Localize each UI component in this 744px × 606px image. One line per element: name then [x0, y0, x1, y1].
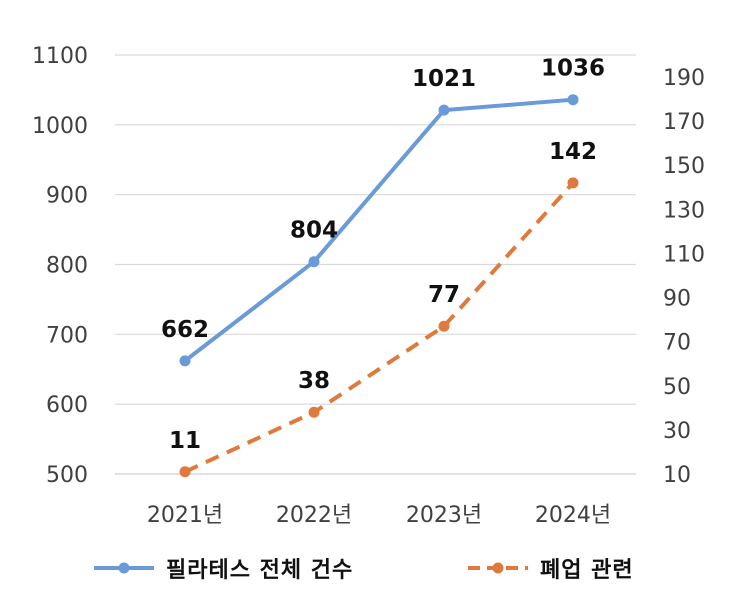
data-labels: 662 804 1021 1036 11 38 77 142: [161, 56, 605, 454]
left-tick-label: 800: [46, 254, 88, 279]
left-tick-label: 1000: [32, 114, 88, 139]
data-label: 77: [428, 282, 460, 308]
right-tick-label: 70: [663, 331, 691, 356]
data-point: [179, 466, 191, 478]
legend-swatch-total: [94, 562, 154, 574]
series-lines: [179, 94, 579, 478]
x-tick-label: 2023년: [406, 503, 482, 528]
right-tick-label: 110: [663, 242, 705, 267]
data-label: 804: [290, 218, 338, 244]
data-point: [438, 320, 450, 332]
x-tick-label: 2022년: [276, 503, 352, 528]
x-tick-label: 2021년: [147, 503, 223, 528]
line-chart: 500 600 700 800 900 1000 1100 10 30 50 70 90 110 130…: [32, 44, 705, 528]
legend-item-total: 필라테스 전체 건수: [92, 548, 353, 588]
data-label: 662: [161, 317, 209, 343]
right-tick-label: 130: [663, 198, 705, 223]
left-tick-label: 900: [46, 184, 88, 209]
right-axis-ticks: 10 30 50 70 90 110 130 150 170 190: [663, 66, 705, 488]
data-point: [308, 406, 320, 418]
data-label: 11: [169, 428, 201, 454]
data-label: 142: [549, 139, 597, 165]
left-axis-ticks: 500 600 700 800 900 1000 1100: [32, 44, 88, 488]
right-tick-label: 30: [663, 419, 691, 444]
legend-swatch-closure: [468, 562, 528, 574]
legend-item-closure: 폐업 관련: [466, 548, 634, 588]
left-tick-label: 1100: [32, 44, 88, 69]
data-label: 1036: [541, 56, 605, 82]
gridlines: [115, 54, 636, 405]
series-line-1: [184, 181, 575, 474]
x-tick-label: 2024년: [535, 503, 611, 528]
right-tick-label: 150: [663, 154, 705, 179]
right-tick-label: 190: [663, 66, 705, 91]
legend-label-total: 필라테스 전체 건수: [166, 558, 354, 583]
right-tick-label: 90: [663, 287, 691, 312]
right-tick-label: 10: [663, 463, 691, 488]
data-point: [179, 355, 191, 367]
legend-label-closure: 폐업 관련: [540, 558, 634, 583]
data-point: [308, 256, 320, 268]
series-line-0: [183, 97, 574, 363]
data-point: [567, 177, 579, 189]
right-tick-label: 50: [663, 375, 691, 400]
left-tick-label: 600: [46, 393, 88, 418]
data-point: [438, 104, 450, 116]
data-point: [567, 94, 579, 106]
right-tick-label: 170: [663, 110, 705, 135]
data-label: 38: [298, 368, 330, 394]
data-label: 1021: [412, 66, 476, 92]
left-tick-label: 700: [46, 323, 88, 348]
left-tick-label: 500: [46, 463, 88, 488]
x-axis-ticks: 2021년 2022년 2023년 2024년: [147, 503, 611, 528]
legend: 필라테스 전체 건수 폐업 관련: [0, 548, 744, 588]
